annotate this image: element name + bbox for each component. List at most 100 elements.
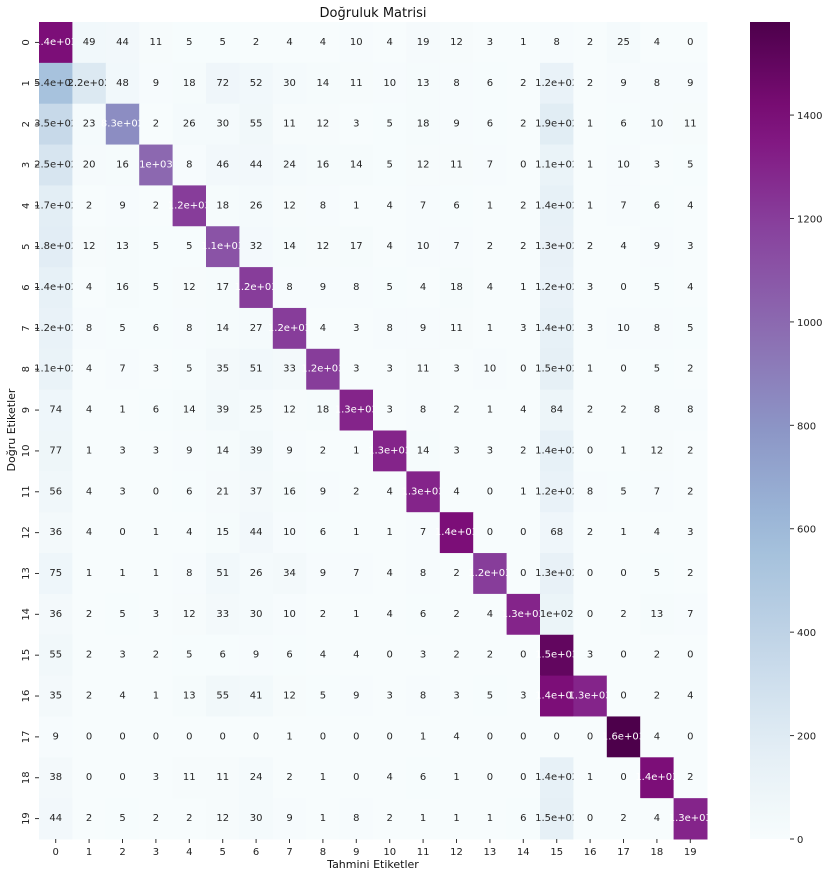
cell-value-label: 5 — [687, 159, 693, 170]
heatmap-cell — [439, 226, 474, 268]
cell-value-label: 39 — [216, 405, 229, 416]
heatmap-cell — [439, 634, 474, 677]
heatmap-cell — [673, 185, 708, 227]
cell-value-label: 9 — [420, 323, 426, 334]
heatmap-cell — [606, 512, 641, 554]
cell-value-label: 2 — [620, 405, 626, 416]
cell-value-label: 4 — [86, 364, 92, 375]
heatmap-cell — [172, 593, 207, 636]
cell-value-label: 2 — [587, 405, 593, 416]
cell-value-label: 25 — [250, 405, 263, 416]
cell-value-label: 2.5e+02 — [34, 159, 77, 170]
heatmap-cell — [339, 144, 374, 186]
x-tick-label: 13 — [484, 847, 497, 858]
cell-value-label: 24 — [283, 159, 296, 170]
cell-value-label: 16 — [116, 159, 129, 170]
cell-value-label: 8 — [687, 405, 693, 416]
heatmap-cell — [206, 716, 240, 758]
heatmap-cell — [306, 348, 341, 391]
cell-value-label: 8 — [420, 691, 426, 702]
cell-value-label: 49 — [83, 37, 96, 48]
heatmap-cell — [306, 267, 341, 309]
heatmap-cell — [172, 757, 207, 799]
cell-value-label: 0 — [687, 731, 693, 742]
heatmap-cell — [606, 307, 641, 350]
heatmap-cell — [172, 471, 207, 513]
cell-value-label: 3 — [387, 691, 393, 702]
cell-value-label: 1 — [286, 731, 292, 742]
heatmap-cell — [373, 512, 407, 554]
cell-value-label: 5 — [620, 486, 626, 497]
heatmap-cell — [506, 348, 541, 391]
heatmap-cell — [406, 62, 441, 105]
heatmap-cell — [206, 553, 240, 595]
heatmap-cell — [306, 471, 341, 513]
heatmap-cell — [573, 512, 608, 554]
heatmap-cell — [406, 675, 441, 717]
heatmap-cell — [439, 593, 474, 636]
cell-value-label: 4 — [520, 405, 526, 416]
heatmap-cell — [373, 634, 407, 677]
cell-value-label: 1.5e+03 — [535, 650, 578, 661]
cell-value-label: 2 — [286, 772, 292, 783]
heatmap-cell — [540, 144, 574, 186]
cell-value-label: 3 — [353, 119, 359, 130]
cell-value-label: 18 — [450, 282, 463, 293]
cell-value-label: 5 — [220, 37, 226, 48]
cell-value-label: 0 — [520, 568, 526, 579]
heatmap-cell — [606, 226, 641, 268]
cell-value-label: 12 — [317, 241, 330, 252]
heatmap-cell — [373, 103, 407, 146]
heatmap-cell — [406, 185, 441, 227]
heatmap-cell — [206, 389, 240, 431]
heatmap-cell — [39, 593, 73, 636]
cell-value-label: 3 — [654, 159, 660, 170]
heatmap-cell — [640, 307, 675, 350]
heatmap-cell — [573, 675, 608, 717]
cell-value-label: 2 — [687, 445, 693, 456]
cell-value-label: 1 — [620, 527, 626, 538]
cell-value-label: 5 — [387, 282, 393, 293]
heatmap-cell — [306, 144, 341, 186]
cell-value-label: 4 — [453, 731, 459, 742]
heatmap-cell — [439, 389, 474, 431]
heatmap-cell — [39, 22, 73, 64]
heatmap-cell — [239, 675, 274, 717]
cell-value-label: 9 — [353, 691, 359, 702]
cell-value-label: 2 — [687, 772, 693, 783]
cell-value-label: 16 — [317, 159, 330, 170]
cell-value-label: 1.1e+03 — [201, 241, 244, 252]
cell-value-label: 1.4e+02 — [535, 772, 578, 783]
heatmap-cell — [105, 593, 140, 636]
cell-value-label: 9 — [286, 813, 292, 824]
heatmap-cell — [439, 798, 474, 840]
cell-value-label: 6 — [453, 200, 459, 211]
heatmap-cell — [72, 593, 107, 636]
cell-value-label: 38 — [49, 772, 62, 783]
heatmap-cell — [172, 430, 207, 472]
cell-value-label: 3 — [353, 364, 359, 375]
heatmap-cell — [272, 267, 307, 309]
heatmap-cell — [139, 593, 174, 636]
cell-value-label: 17 — [350, 241, 363, 252]
cell-value-label: 2 — [153, 119, 159, 130]
heatmap-cell — [473, 307, 508, 350]
heatmap-cell — [72, 675, 107, 717]
heatmap-cell — [473, 716, 508, 758]
heatmap-cell — [105, 348, 140, 391]
cell-value-label: 1 — [487, 813, 493, 824]
heatmap-cell — [373, 553, 407, 595]
heatmap-cell — [373, 430, 407, 472]
heatmap-cell — [540, 267, 574, 309]
heatmap-cell — [172, 512, 207, 554]
heatmap-cell — [373, 716, 407, 758]
heatmap-cell — [172, 553, 207, 595]
cell-value-label: 1.9e+02 — [535, 119, 578, 130]
heatmap-cell — [573, 144, 608, 186]
cell-value-label: 8 — [353, 813, 359, 824]
cell-value-label: 8 — [654, 405, 660, 416]
heatmap-cell — [206, 593, 240, 636]
heatmap-cell — [172, 144, 207, 186]
heatmap-cell — [239, 22, 274, 64]
